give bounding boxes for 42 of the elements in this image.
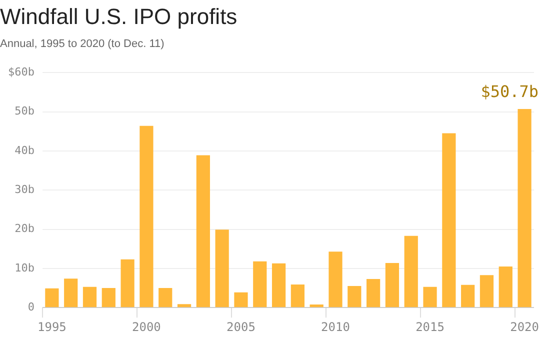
bar xyxy=(215,230,229,308)
chart-title: Windfall U.S. IPO profits xyxy=(0,4,238,30)
bar xyxy=(461,284,475,308)
bar xyxy=(518,109,532,308)
bar xyxy=(404,236,418,308)
y-tick-label: $60b xyxy=(8,65,34,78)
bar xyxy=(82,286,97,308)
y-tick-label: 30b xyxy=(14,182,34,196)
y-tick-label: 40b xyxy=(14,144,34,157)
bar xyxy=(290,284,305,308)
bar xyxy=(234,292,248,308)
bar xyxy=(480,275,494,308)
bar xyxy=(102,288,116,308)
bar xyxy=(498,266,512,308)
y-tick-label: 50b xyxy=(14,104,34,118)
x-tick-label: 2000 xyxy=(132,320,161,334)
bar xyxy=(423,286,437,308)
x-tick-label: 2020 xyxy=(510,320,539,334)
data-label: $50.7b xyxy=(480,82,539,102)
x-tick-label: 1995 xyxy=(37,320,66,334)
x-tick-label: 2005 xyxy=(226,320,256,334)
bar xyxy=(196,155,210,308)
y-tick-label: 10b xyxy=(14,261,34,274)
bar xyxy=(442,133,456,308)
bar xyxy=(328,252,342,308)
bar xyxy=(45,288,59,308)
x-tick-label: 2015 xyxy=(416,320,444,334)
y-tick-label: 20b xyxy=(14,222,34,236)
bar xyxy=(385,262,400,308)
chart-subtitle: Annual, 1995 to 2020 (to Dec. 11) xyxy=(0,38,164,50)
bar xyxy=(366,279,380,308)
bar xyxy=(177,304,192,308)
bar xyxy=(310,304,324,308)
bar xyxy=(120,259,134,308)
bar xyxy=(348,286,362,308)
bar xyxy=(272,263,286,308)
bar xyxy=(158,288,172,308)
x-tick-label: 2010 xyxy=(321,320,350,334)
bar xyxy=(253,261,267,308)
y-tick-label: 0 xyxy=(28,300,34,314)
bar xyxy=(64,278,78,308)
bar xyxy=(140,126,154,308)
